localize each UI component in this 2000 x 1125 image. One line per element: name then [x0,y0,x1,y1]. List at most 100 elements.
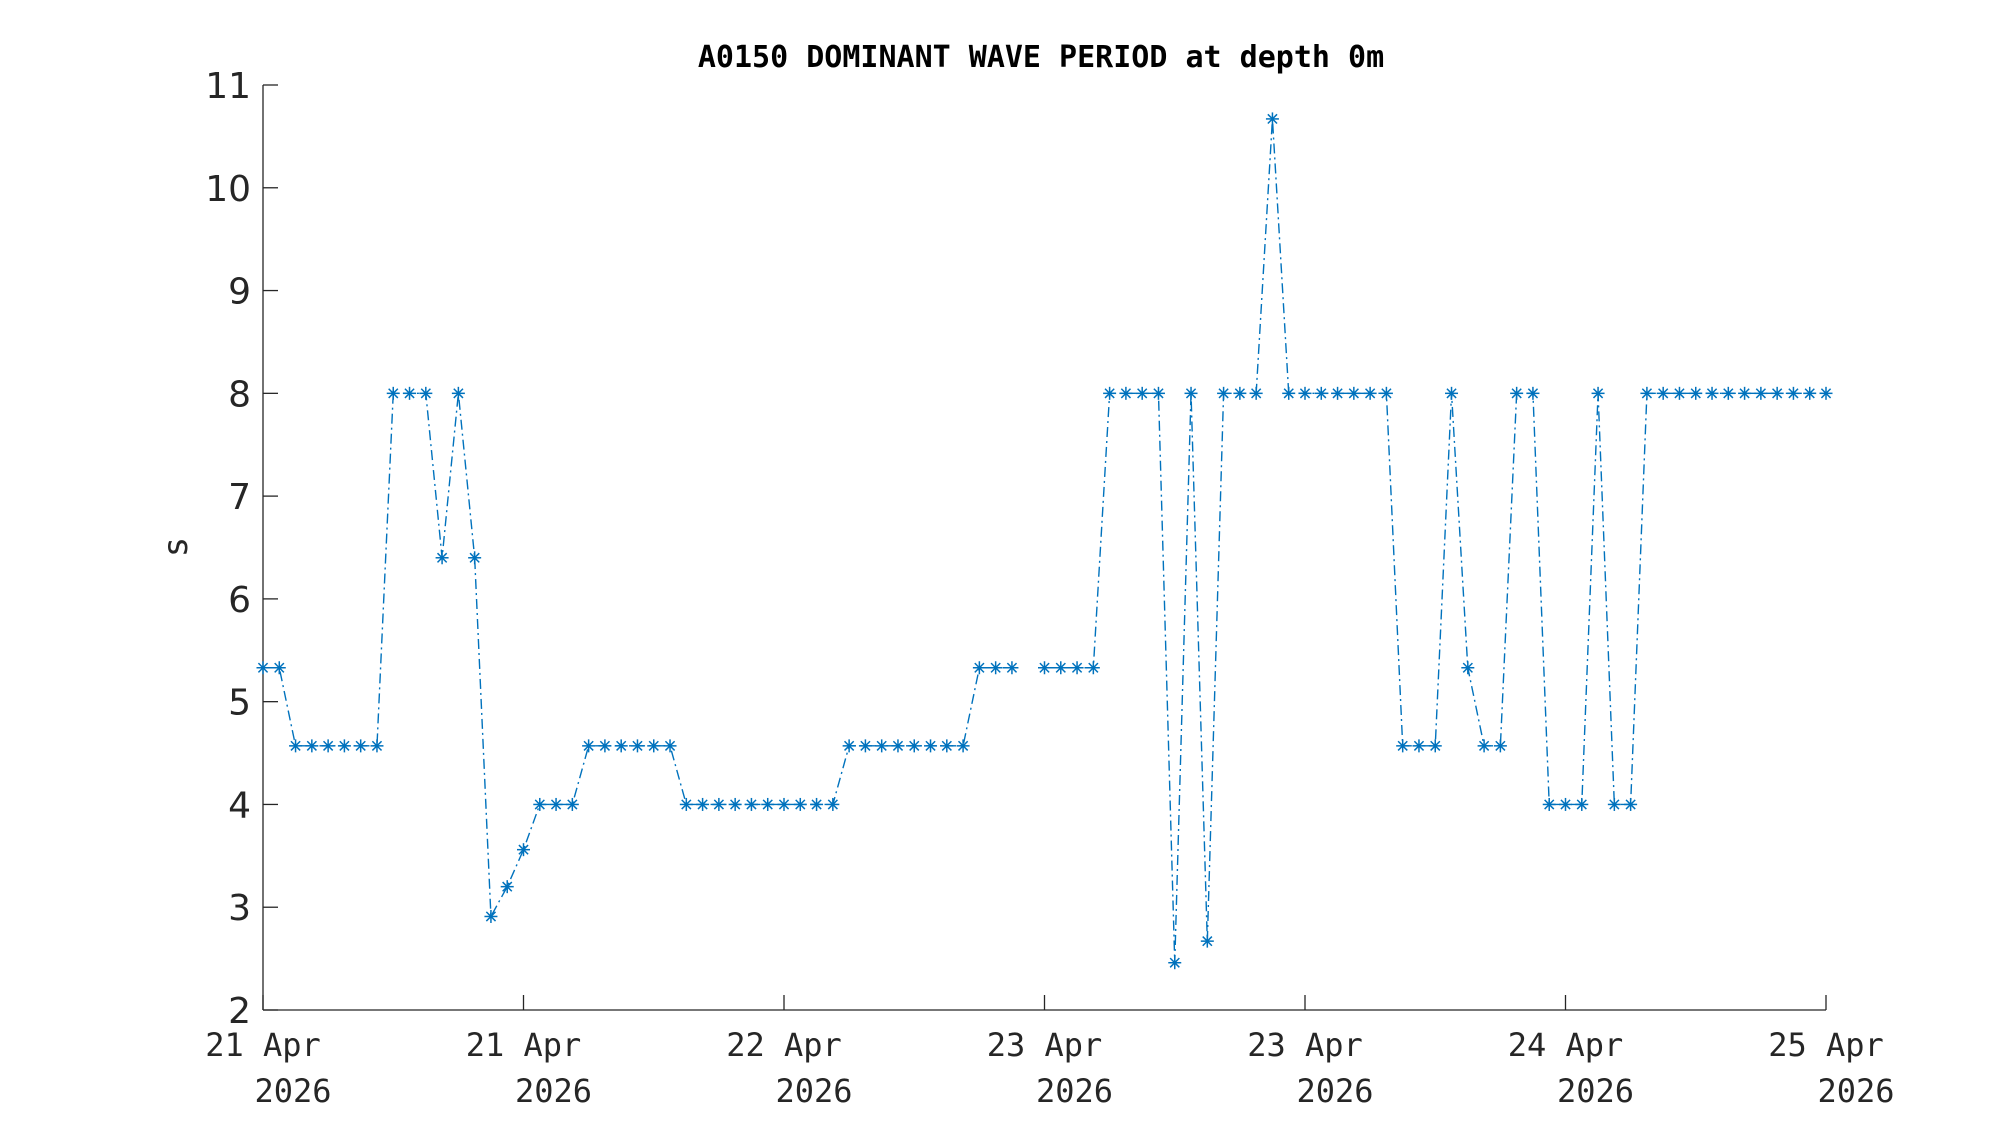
data-point [1656,386,1670,400]
data-point [370,739,384,753]
data-point [891,739,905,753]
x-tick-label-date: 25 Apr [1768,1026,1884,1064]
data-point [1331,386,1345,400]
data-point [419,386,433,400]
data-point [386,386,400,400]
x-tick-labels: 21 Apr 2026 21 Apr 2026 22 Apr 2026 23 Apr 2026… [205,995,1895,1110]
data-point [1803,386,1817,400]
data-point [924,739,938,753]
data-point [1054,661,1068,675]
series-line [263,392,1012,920]
y-tick-label: 2 [228,991,251,1032]
x-tick-label-year: 2026 [515,1072,592,1110]
data-point [1591,386,1605,400]
x-tick-label-date: 24 Apr [1508,1026,1624,1064]
data-point [907,739,921,753]
data-point [1721,386,1735,400]
data-point [1575,797,1589,811]
data-point [989,661,1003,675]
y-tick-label: 9 [228,272,251,313]
data-point [1070,661,1084,675]
y-tick-label: 7 [228,477,251,518]
data-point [1233,386,1247,400]
data-point [1542,797,1556,811]
data-point [354,739,368,753]
data-point [1624,797,1638,811]
data-point [1412,739,1426,753]
x-tick-label-date: 21 Apr [205,1026,321,1064]
data-point [565,797,579,811]
data-point [1607,797,1621,811]
data-point [875,739,889,753]
x-tick-label-date: 23 Apr [987,1026,1103,1064]
data-point [663,739,677,753]
data-point [712,797,726,811]
data-point [1445,386,1459,400]
data-point [1672,386,1686,400]
data-point [614,739,628,753]
x-tick-label-date: 22 Apr [726,1026,842,1064]
data-point [1396,739,1410,753]
y-tick-label: 8 [228,374,251,415]
data-point [1640,386,1654,400]
data-point [940,739,954,753]
data-point [858,739,872,753]
data-point [1119,386,1133,400]
data-point [549,797,563,811]
y-tick-label: 6 [228,580,251,621]
data-point [582,739,596,753]
data-point [1493,739,1507,753]
data-point [272,661,286,675]
data-point [1135,386,1149,400]
data-point [1705,386,1719,400]
data-point [1314,386,1328,400]
data-point [1298,386,1312,400]
data-point [1770,386,1784,400]
series-marker-layer [256,112,1833,970]
y-tick-label: 5 [228,683,251,724]
y-axis-label: s [156,537,196,557]
data-point [1526,386,1540,400]
data-point [679,797,693,811]
data-point [1282,386,1296,400]
data-point [647,739,661,753]
data-point [1265,112,1279,126]
data-point [305,739,319,753]
data-point [1217,386,1231,400]
data-point [793,797,807,811]
data-point [630,739,644,753]
data-point [533,797,547,811]
data-point [761,797,775,811]
data-point [1461,661,1475,675]
x-tick-label-year: 2026 [1817,1072,1894,1110]
data-point [1005,661,1019,675]
x-tick-label-date: 23 Apr [1247,1026,1363,1064]
data-point [1786,386,1800,400]
data-point [500,880,514,894]
series-line-layer [263,118,1826,963]
data-point [1168,956,1182,970]
x-tick-label-year: 2026 [254,1072,331,1110]
data-point [1559,797,1572,811]
data-point [321,739,335,753]
data-point [956,739,970,753]
chart-title: A0150 DOMINANT WAVE PERIOD at depth 0m [698,40,1384,75]
data-point [842,739,856,753]
data-point [1249,386,1263,400]
data-point [1200,934,1214,948]
data-point [1086,661,1100,675]
data-point [1819,386,1833,400]
data-point [777,797,791,811]
data-point [468,551,482,565]
data-point [810,797,824,811]
data-point [1184,386,1198,400]
data-point [1038,661,1051,675]
data-point [1151,386,1165,400]
data-point [403,386,417,400]
x-tick-label-year: 2026 [1036,1072,1113,1110]
data-point [744,797,758,811]
data-point [1689,386,1703,400]
data-point [826,797,840,811]
y-tick-labels: 2 3 4 5 6 7 8 9 10 11 [205,66,278,1032]
